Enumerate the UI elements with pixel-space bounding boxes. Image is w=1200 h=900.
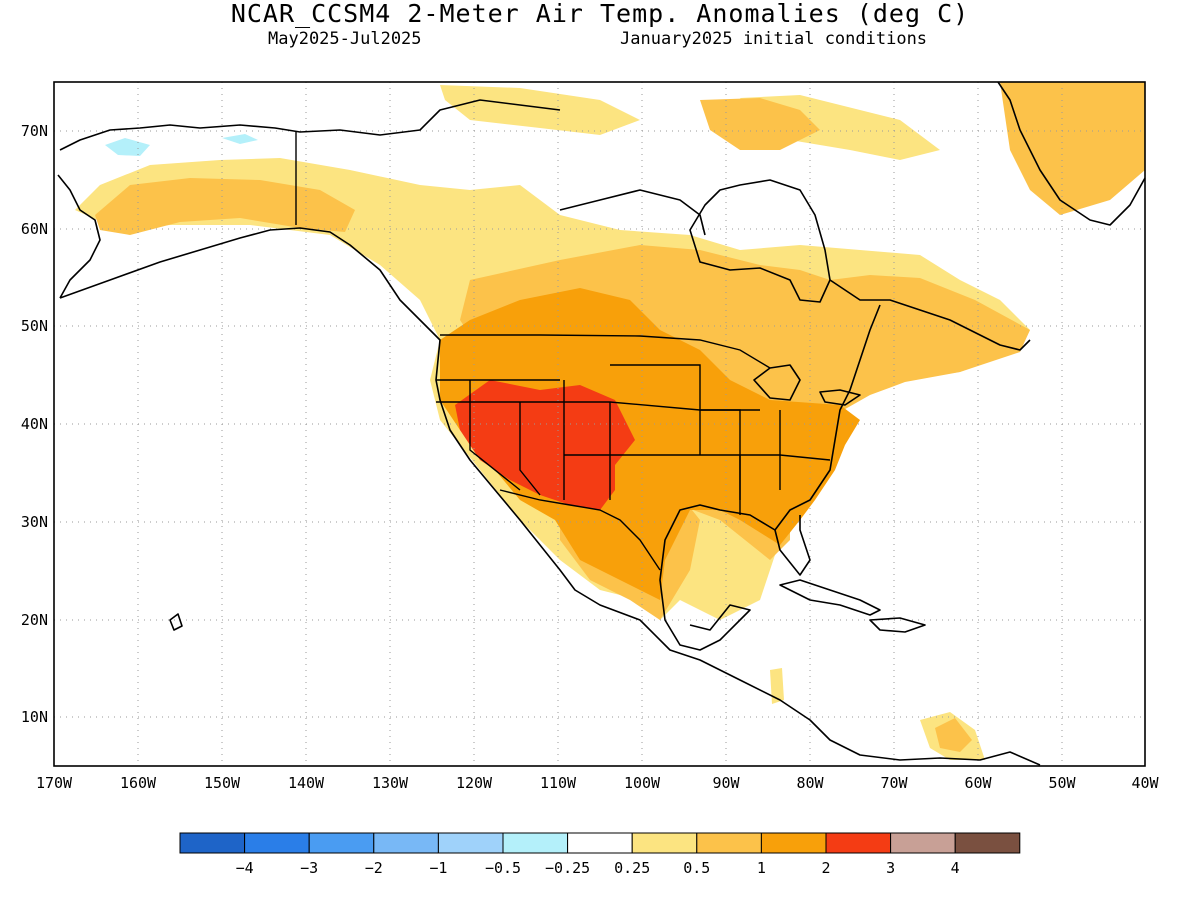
lon-label: 50W xyxy=(1048,774,1076,792)
color-legend xyxy=(179,832,1021,854)
anomaly-region-light xyxy=(440,85,640,135)
lon-labels: 170W 160W 150W 140W 130W 120W 110W 100W … xyxy=(36,774,1160,792)
legend-label: −1 xyxy=(429,859,447,877)
legend-label: −2 xyxy=(365,859,383,877)
legend-swatch xyxy=(760,832,827,854)
lat-label: 20N xyxy=(21,611,48,629)
lat-label: 60N xyxy=(21,220,48,238)
anomaly-region-moderate xyxy=(95,178,355,235)
legend-label: −0.5 xyxy=(485,859,521,877)
legend-label: 0.5 xyxy=(683,859,710,877)
legend-swatch xyxy=(825,832,892,854)
legend-swatch xyxy=(954,832,1021,854)
color-legend-labels: −4 −3 −2 −1 −0.5 −0.25 0.25 0.5 1 2 3 4 xyxy=(236,859,960,877)
legend-label: 2 xyxy=(821,859,830,877)
legend-label: −4 xyxy=(236,859,254,877)
anomaly-region-hot xyxy=(455,380,635,510)
graticule xyxy=(54,82,1145,766)
anomaly-region-moderate xyxy=(935,718,972,752)
lon-label: 130W xyxy=(372,774,409,792)
lat-label: 40N xyxy=(21,415,48,433)
lat-label: 50N xyxy=(21,317,48,335)
legend-swatch xyxy=(179,832,246,854)
lat-label: 10N xyxy=(21,708,48,726)
anomaly-fill-layer xyxy=(75,82,1145,760)
legend-swatch xyxy=(696,832,762,854)
legend-label: 0.25 xyxy=(614,859,650,877)
lon-label: 100W xyxy=(624,774,661,792)
map-title: NCAR_CCSM4 2-Meter Air Temp. Anomalies (… xyxy=(230,0,970,28)
anomaly-region-cool xyxy=(222,134,258,144)
anomaly-region-moderate xyxy=(1000,82,1145,215)
legend-label: −0.25 xyxy=(545,859,590,877)
legend-label: 3 xyxy=(886,859,895,877)
lon-label: 90W xyxy=(712,774,740,792)
initial-conditions: January2025 initial conditions xyxy=(620,29,928,49)
anomaly-region-cool xyxy=(105,138,150,156)
lon-label: 170W xyxy=(36,774,73,792)
legend-swatch xyxy=(308,832,375,854)
lat-label: 30N xyxy=(21,513,48,531)
lon-label: 60W xyxy=(964,774,992,792)
lon-label: 120W xyxy=(456,774,493,792)
legend-label: 4 xyxy=(951,859,960,877)
lon-label: 150W xyxy=(204,774,241,792)
lon-label: 160W xyxy=(120,774,157,792)
legend-swatch xyxy=(567,832,633,854)
legend-swatch xyxy=(373,832,439,854)
legend-swatch xyxy=(631,832,698,854)
lon-label: 80W xyxy=(796,774,824,792)
political-borders xyxy=(295,132,831,571)
lat-labels: 70N 60N 50N 40N 30N 20N 10N xyxy=(21,122,48,726)
legend-swatch xyxy=(502,832,569,854)
anomaly-region-moderate xyxy=(700,98,820,150)
legend-swatch xyxy=(890,832,956,854)
legend-swatch xyxy=(437,832,504,854)
map-frame xyxy=(53,81,1146,767)
lon-label: 110W xyxy=(540,774,577,792)
lat-label: 70N xyxy=(21,122,48,140)
anomaly-region-light xyxy=(770,668,784,704)
legend-label: −3 xyxy=(300,859,318,877)
legend-swatch xyxy=(244,832,310,854)
lon-label: 140W xyxy=(288,774,325,792)
lon-label: 70W xyxy=(880,774,908,792)
lon-label: 40W xyxy=(1131,774,1159,792)
legend-label: 1 xyxy=(757,859,766,877)
forecast-period: May2025-Jul2025 xyxy=(268,29,422,49)
anomaly-region-warm xyxy=(440,288,860,600)
